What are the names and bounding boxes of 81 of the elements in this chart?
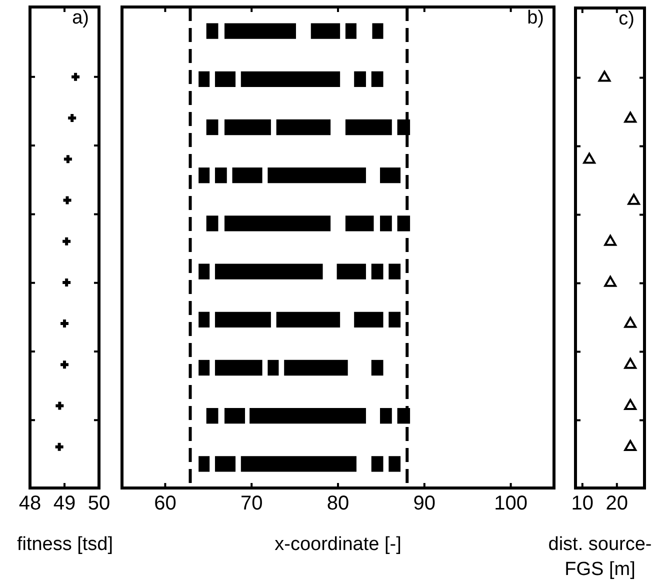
- point: [624, 112, 637, 123]
- x-axis-title: x-coordinate [-]: [274, 533, 402, 557]
- x-tick-label: 60: [154, 492, 176, 515]
- x-tick-label: 20: [606, 492, 628, 515]
- annotation: b): [527, 8, 544, 29]
- x-tick-label: 10: [571, 492, 594, 515]
- bar: [198, 168, 210, 184]
- bar: [214, 71, 236, 87]
- bar: [388, 264, 401, 280]
- bar: [224, 408, 246, 424]
- bar: [214, 312, 271, 328]
- point: [54, 441, 65, 452]
- bar: [380, 408, 392, 424]
- bar: [214, 456, 236, 472]
- bar: [276, 119, 331, 136]
- point: [624, 440, 637, 451]
- point: [54, 400, 66, 412]
- bar: [371, 264, 384, 280]
- text: c): [618, 8, 634, 30]
- bar: [345, 216, 374, 232]
- bar: [206, 216, 218, 232]
- x-tick-label: 100: [494, 492, 528, 515]
- bar: [240, 456, 356, 472]
- point: [604, 234, 617, 246]
- bar: [345, 23, 356, 39]
- x-tick-label: 49: [53, 492, 76, 515]
- bar: [371, 360, 384, 376]
- bar: [380, 168, 401, 184]
- point: [624, 316, 637, 328]
- bar: [206, 408, 218, 424]
- bar: [276, 312, 340, 328]
- bar: [224, 119, 271, 136]
- point: [66, 112, 78, 124]
- point: [59, 359, 70, 370]
- bar: [354, 312, 384, 328]
- point: [598, 70, 611, 82]
- x-tick-label: 48: [18, 492, 42, 515]
- bar: [214, 168, 227, 184]
- point: [62, 154, 74, 165]
- point: [604, 276, 617, 287]
- bar: [354, 71, 366, 87]
- bar: [198, 264, 210, 280]
- bar: [268, 360, 279, 376]
- bar: [371, 71, 384, 87]
- point: [583, 152, 596, 164]
- x-tick-label: 80: [326, 492, 350, 515]
- point: [61, 236, 72, 247]
- x-tick-label: 90: [413, 492, 436, 515]
- bar: [372, 23, 384, 39]
- x-tick-label: 50: [88, 492, 110, 515]
- bar: [198, 456, 210, 472]
- bar: [380, 216, 392, 232]
- bar: [284, 360, 348, 376]
- bar: [336, 264, 366, 280]
- bar: [250, 408, 366, 424]
- text: a): [72, 8, 89, 29]
- bar: [224, 23, 296, 39]
- bar: [206, 23, 218, 39]
- point: [62, 194, 73, 206]
- bar: [240, 71, 340, 87]
- x-axis-title: dist. source-FGS [m]: [547, 533, 653, 582]
- bar: [206, 119, 218, 136]
- point: [624, 398, 637, 410]
- point: [70, 71, 82, 82]
- bar: [371, 456, 384, 472]
- x-tick-label: 70: [240, 492, 263, 515]
- bar: [198, 360, 210, 376]
- point: [628, 194, 640, 205]
- bar: [224, 216, 331, 232]
- bar: [268, 168, 366, 184]
- bar: [214, 264, 323, 280]
- x-axis-title: fitness [tsd]: [16, 533, 114, 557]
- bar: [388, 312, 401, 328]
- bar: [232, 168, 262, 184]
- bar: [345, 119, 392, 136]
- bar: [310, 23, 340, 39]
- bar: [198, 312, 210, 328]
- bar: [198, 71, 210, 87]
- bar: [388, 456, 401, 472]
- point: [624, 358, 637, 369]
- bar: [214, 360, 262, 376]
